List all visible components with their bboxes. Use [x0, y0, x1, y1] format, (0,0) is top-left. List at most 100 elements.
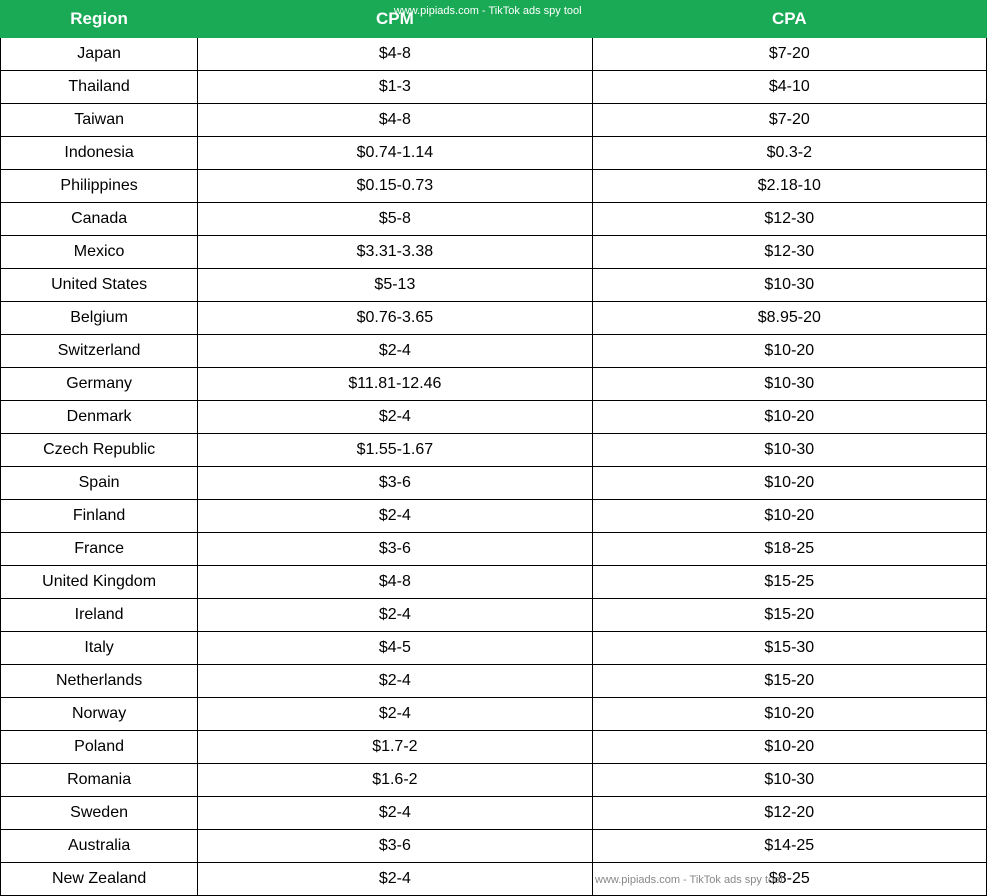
- cell-cpm: $3-6: [198, 467, 592, 500]
- cell-cpa: $15-20: [592, 599, 986, 632]
- cell-region: Indonesia: [1, 137, 198, 170]
- table-row: Taiwan$4-8$7-20: [1, 104, 987, 137]
- cell-cpm: $2-4: [198, 797, 592, 830]
- cell-region: Japan: [1, 38, 198, 71]
- cell-cpm: $2-4: [198, 500, 592, 533]
- cell-region: Ireland: [1, 599, 198, 632]
- table-row: Ireland$2-4$15-20: [1, 599, 987, 632]
- cell-cpa: $10-20: [592, 335, 986, 368]
- cell-cpa: $0.3-2: [592, 137, 986, 170]
- table-body: Japan$4-8$7-20Thailand$1-3$4-10Taiwan$4-…: [1, 38, 987, 896]
- table-row: France$3-6$18-25: [1, 533, 987, 566]
- cell-cpa: $18-25: [592, 533, 986, 566]
- cell-region: Italy: [1, 632, 198, 665]
- cell-cpa: $8.95-20: [592, 302, 986, 335]
- cell-cpa: $10-20: [592, 500, 986, 533]
- cell-cpa: $4-10: [592, 71, 986, 104]
- cell-region: Norway: [1, 698, 198, 731]
- cell-region: Finland: [1, 500, 198, 533]
- cell-cpm: $2-4: [198, 401, 592, 434]
- cell-cpa: $14-25: [592, 830, 986, 863]
- cell-region: Germany: [1, 368, 198, 401]
- table-row: Italy$4-5$15-30: [1, 632, 987, 665]
- table-row: Romania$1.6-2$10-30: [1, 764, 987, 797]
- cell-cpa: $15-30: [592, 632, 986, 665]
- cell-region: Thailand: [1, 71, 198, 104]
- cell-region: Poland: [1, 731, 198, 764]
- cell-region: New Zealand: [1, 863, 198, 896]
- cell-region: Switzerland: [1, 335, 198, 368]
- cell-cpm: $4-5: [198, 632, 592, 665]
- cell-cpa: $15-25: [592, 566, 986, 599]
- cell-cpa: $12-30: [592, 203, 986, 236]
- table-row: Netherlands$2-4$15-20: [1, 665, 987, 698]
- table-row: Canada$5-8$12-30: [1, 203, 987, 236]
- cell-cpa: $10-20: [592, 467, 986, 500]
- table-row: Indonesia$0.74-1.14$0.3-2: [1, 137, 987, 170]
- cell-cpm: $0.76-3.65: [198, 302, 592, 335]
- table-wrapper: Region CPM www.pipiads.com - TikTok ads …: [0, 0, 987, 896]
- table-row: Australia$3-6$14-25: [1, 830, 987, 863]
- pricing-table: Region CPM www.pipiads.com - TikTok ads …: [0, 0, 987, 896]
- table-row: Finland$2-4$10-20: [1, 500, 987, 533]
- cell-cpa: $7-20: [592, 104, 986, 137]
- table-row: Mexico$3.31-3.38$12-30: [1, 236, 987, 269]
- watermark-bottom: www.pipiads.com - TikTok ads spy tool: [595, 874, 783, 886]
- table-row: United States$5-13$10-30: [1, 269, 987, 302]
- table-row: Belgium$0.76-3.65$8.95-20: [1, 302, 987, 335]
- cell-cpm: $1.55-1.67: [198, 434, 592, 467]
- cell-cpm: $3.31-3.38: [198, 236, 592, 269]
- cell-cpa: $10-30: [592, 368, 986, 401]
- cell-cpa: $15-20: [592, 665, 986, 698]
- table-row: Philippines$0.15-0.73$2.18-10: [1, 170, 987, 203]
- cell-cpm: $2-4: [198, 599, 592, 632]
- cell-region: Sweden: [1, 797, 198, 830]
- table-header-row: Region CPM www.pipiads.com - TikTok ads …: [1, 1, 987, 38]
- cell-region: United States: [1, 269, 198, 302]
- cell-cpm: $2-4: [198, 698, 592, 731]
- cell-cpm: $2-4: [198, 665, 592, 698]
- cell-region: Belgium: [1, 302, 198, 335]
- cell-region: Netherlands: [1, 665, 198, 698]
- cell-region: Romania: [1, 764, 198, 797]
- header-cpm: CPM www.pipiads.com - TikTok ads spy too…: [198, 1, 592, 38]
- cell-region: Czech Republic: [1, 434, 198, 467]
- table-row: Thailand$1-3$4-10: [1, 71, 987, 104]
- table-row: New Zealand$2-4$8-25: [1, 863, 987, 896]
- cell-cpm: $1-3: [198, 71, 592, 104]
- table-row: Japan$4-8$7-20: [1, 38, 987, 71]
- watermark-top: www.pipiads.com - TikTok ads spy tool: [394, 5, 582, 17]
- table-row: Norway$2-4$10-20: [1, 698, 987, 731]
- cell-cpm: $4-8: [198, 38, 592, 71]
- cell-cpa: $2.18-10: [592, 170, 986, 203]
- cell-cpm: $1.6-2: [198, 764, 592, 797]
- cell-region: Mexico: [1, 236, 198, 269]
- cell-cpa: $12-30: [592, 236, 986, 269]
- table-row: Sweden$2-4$12-20: [1, 797, 987, 830]
- cell-cpm: $3-6: [198, 533, 592, 566]
- cell-cpa: $10-30: [592, 434, 986, 467]
- header-cpa: CPA: [592, 1, 986, 38]
- cell-cpa: $10-20: [592, 401, 986, 434]
- cell-cpm: $1.7-2: [198, 731, 592, 764]
- cell-region: Denmark: [1, 401, 198, 434]
- header-region: Region: [1, 1, 198, 38]
- cell-region: Canada: [1, 203, 198, 236]
- cell-cpm: $2-4: [198, 863, 592, 896]
- cell-region: Spain: [1, 467, 198, 500]
- cell-cpm: $5-8: [198, 203, 592, 236]
- cell-cpa: $10-30: [592, 764, 986, 797]
- table-row: United Kingdom$4-8$15-25: [1, 566, 987, 599]
- cell-region: Taiwan: [1, 104, 198, 137]
- cell-region: France: [1, 533, 198, 566]
- table-row: Poland$1.7-2$10-20: [1, 731, 987, 764]
- cell-region: Australia: [1, 830, 198, 863]
- cell-cpa: $7-20: [592, 38, 986, 71]
- cell-cpm: $4-8: [198, 104, 592, 137]
- cell-cpa: $10-20: [592, 698, 986, 731]
- cell-cpm: $0.74-1.14: [198, 137, 592, 170]
- cell-cpm: $3-6: [198, 830, 592, 863]
- cell-cpm: $0.15-0.73: [198, 170, 592, 203]
- cell-cpa: $10-30: [592, 269, 986, 302]
- cell-cpm: $2-4: [198, 335, 592, 368]
